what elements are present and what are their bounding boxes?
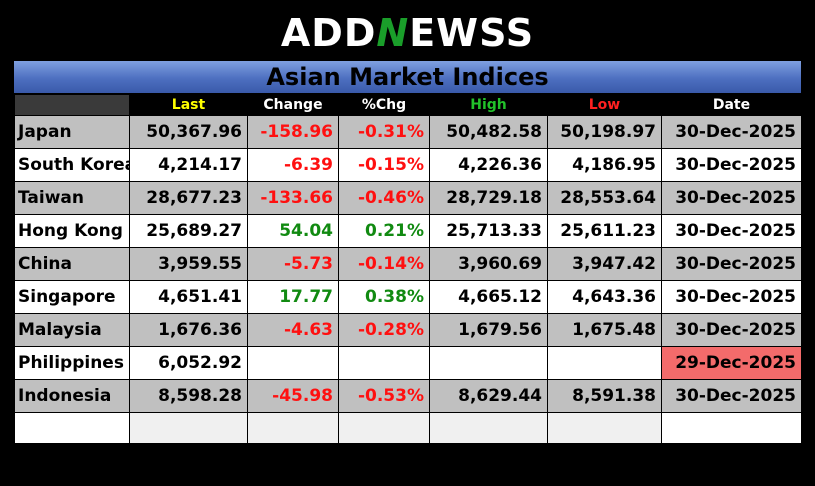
index-name: Taiwan <box>14 181 130 215</box>
pct-change-value <box>338 346 430 380</box>
date-value: 30-Dec-2025 <box>661 379 802 413</box>
high-value: 3,960.69 <box>429 247 548 281</box>
table-row: Philippines 6,052.92 29-Dec-2025 <box>14 346 802 380</box>
low-value: 8,591.38 <box>547 379 662 413</box>
low-value: 25,611.23 <box>547 214 662 248</box>
date-value: 30-Dec-2025 <box>661 115 802 149</box>
high-value <box>429 346 548 380</box>
index-name: Philippines <box>14 346 130 380</box>
low-value: 4,186.95 <box>547 148 662 182</box>
index-name: Japan <box>14 115 130 149</box>
table-row: South Korea 4,214.17 -6.39 -0.15% 4,226.… <box>14 148 802 182</box>
pct-change-value: -0.14% <box>338 247 430 281</box>
change-value: -133.66 <box>247 181 339 215</box>
logo-part-n: N <box>376 11 410 55</box>
date-value: 30-Dec-2025 <box>661 148 802 182</box>
date-value: 30-Dec-2025 <box>661 280 802 314</box>
table-row: Malaysia 1,676.36 -4.63 -0.28% 1,679.56 … <box>14 313 802 347</box>
empty-cell <box>247 412 339 444</box>
change-value: -158.96 <box>247 115 339 149</box>
empty-cell <box>429 412 548 444</box>
table-row: Hong Kong 25,689.27 54.04 0.21% 25,713.3… <box>14 214 802 248</box>
low-value: 28,553.64 <box>547 181 662 215</box>
pct-change-value: 0.38% <box>338 280 430 314</box>
date-value: 30-Dec-2025 <box>661 181 802 215</box>
empty-cell <box>661 412 802 444</box>
pct-change-value: -0.15% <box>338 148 430 182</box>
last-value: 25,689.27 <box>129 214 248 248</box>
high-value: 4,226.36 <box>429 148 548 182</box>
last-value: 50,367.96 <box>129 115 248 149</box>
last-value: 4,651.41 <box>129 280 248 314</box>
table-row: Singapore 4,651.41 17.77 0.38% 4,665.12 … <box>14 280 802 314</box>
index-name: Hong Kong <box>14 214 130 248</box>
pct-change-value: -0.46% <box>338 181 430 215</box>
low-value: 1,675.48 <box>547 313 662 347</box>
low-value: 3,947.42 <box>547 247 662 281</box>
page-title: Asian Market Indices <box>266 63 549 91</box>
high-value: 1,679.56 <box>429 313 548 347</box>
date-value: 30-Dec-2025 <box>661 247 802 281</box>
low-value: 50,198.97 <box>547 115 662 149</box>
header-change: Change <box>247 94 339 116</box>
header-high: High <box>429 94 548 116</box>
empty-cell <box>129 412 248 444</box>
header-date: Date <box>661 94 802 116</box>
last-value: 28,677.23 <box>129 181 248 215</box>
pct-change-value: 0.21% <box>338 214 430 248</box>
header-pct-change: %Chg <box>338 94 430 116</box>
last-value: 8,598.28 <box>129 379 248 413</box>
empty-cell <box>14 412 130 444</box>
pct-change-value: -0.31% <box>338 115 430 149</box>
addnewss-logo: ADDNEWSS <box>0 8 815 58</box>
empty-row <box>14 412 802 444</box>
change-value: 54.04 <box>247 214 339 248</box>
indices-table: Last Change %Chg High Low Date Japan 50,… <box>14 94 802 444</box>
table-row: China 3,959.55 -5.73 -0.14% 3,960.69 3,9… <box>14 247 802 281</box>
high-value: 28,729.18 <box>429 181 548 215</box>
index-name: China <box>14 247 130 281</box>
header-last: Last <box>129 94 248 116</box>
empty-cell <box>547 412 662 444</box>
table-row: Indonesia 8,598.28 -45.98 -0.53% 8,629.4… <box>14 379 802 413</box>
high-value: 25,713.33 <box>429 214 548 248</box>
header-corner <box>14 94 130 116</box>
high-value: 50,482.58 <box>429 115 548 149</box>
table-header-row: Last Change %Chg High Low Date <box>14 94 802 116</box>
pct-change-value: -0.53% <box>338 379 430 413</box>
index-name: South Korea <box>14 148 130 182</box>
change-value: -5.73 <box>247 247 339 281</box>
header-low: Low <box>547 94 662 116</box>
high-value: 4,665.12 <box>429 280 548 314</box>
change-value: 17.77 <box>247 280 339 314</box>
title-bar: Asian Market Indices <box>14 61 801 93</box>
high-value: 8,629.44 <box>429 379 548 413</box>
change-value: -4.63 <box>247 313 339 347</box>
date-value: 30-Dec-2025 <box>661 313 802 347</box>
logo-text: ADDNEWSS <box>281 8 534 58</box>
table-row: Japan 50,367.96 -158.96 -0.31% 50,482.58… <box>14 115 802 149</box>
index-name: Singapore <box>14 280 130 314</box>
low-value: 4,643.36 <box>547 280 662 314</box>
pct-change-value: -0.28% <box>338 313 430 347</box>
last-value: 4,214.17 <box>129 148 248 182</box>
change-value: -6.39 <box>247 148 339 182</box>
logo-part-add: ADD <box>280 11 377 55</box>
low-value <box>547 346 662 380</box>
date-value: 30-Dec-2025 <box>661 214 802 248</box>
change-value <box>247 346 339 380</box>
index-name: Malaysia <box>14 313 130 347</box>
last-value: 3,959.55 <box>129 247 248 281</box>
stale-date-value: 29-Dec-2025 <box>661 346 802 380</box>
table-row: Taiwan 28,677.23 -133.66 -0.46% 28,729.1… <box>14 181 802 215</box>
change-value: -45.98 <box>247 379 339 413</box>
empty-cell <box>338 412 430 444</box>
last-value: 1,676.36 <box>129 313 248 347</box>
index-name: Indonesia <box>14 379 130 413</box>
logo-part-ewss: EWSS <box>409 11 535 55</box>
last-value: 6,052.92 <box>129 346 248 380</box>
